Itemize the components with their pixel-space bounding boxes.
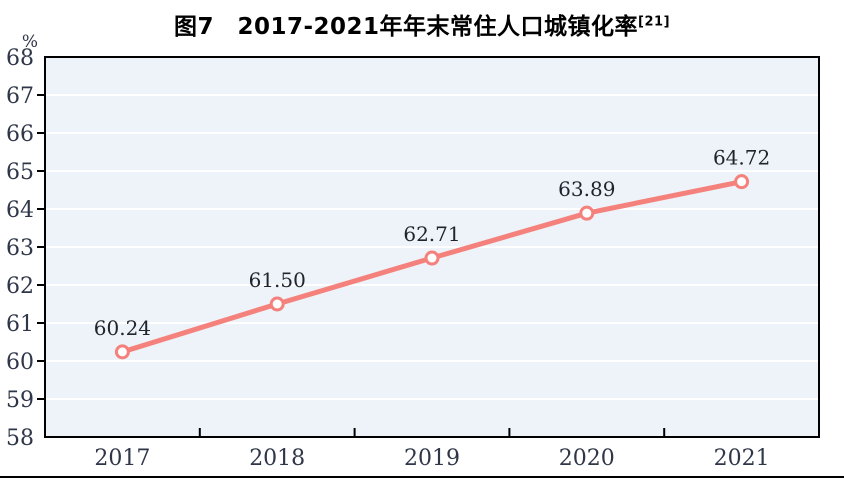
- data-point-marker: [424, 250, 440, 266]
- x-axis-label: 2018: [249, 446, 305, 471]
- data-point-marker: [269, 296, 285, 312]
- bottom-divider: [0, 476, 844, 478]
- data-point-label: 60.24: [94, 316, 151, 340]
- data-series: [114, 174, 750, 360]
- data-point-label: 63.89: [558, 177, 615, 201]
- y-axis-label: 62: [6, 274, 34, 299]
- y-axis-label: 59: [6, 388, 34, 413]
- y-axis-label: 66: [6, 122, 34, 147]
- chart-title-text: 图7 2017-2021年年末常住人口城镇化率: [173, 14, 639, 40]
- x-axis-label: 2019: [404, 446, 460, 471]
- chart-title-superscript: [21]: [638, 14, 671, 30]
- data-point-label: 64.72: [713, 146, 770, 170]
- chart-title: 图7 2017-2021年年末常住人口城镇化率[21]: [0, 7, 844, 41]
- x-axis-label: 2021: [714, 446, 770, 471]
- x-axis-label: 2020: [559, 446, 615, 471]
- y-axis-label: 60: [6, 350, 34, 375]
- x-axis-label: 2017: [94, 446, 150, 471]
- y-axis-unit-label: %: [22, 32, 38, 52]
- axis-ticks: [37, 94, 666, 437]
- y-axis-label: 68: [6, 46, 34, 71]
- y-axis-label: 67: [6, 84, 34, 109]
- data-point-labels: 60.24 61.50 62.71 63.89 64.72: [94, 146, 770, 340]
- y-axis-label: 58: [6, 426, 34, 451]
- gridlines: [46, 94, 818, 400]
- y-axis-label: 65: [6, 160, 34, 185]
- y-axis-label: 63: [6, 236, 34, 261]
- y-axis-label: 61: [6, 312, 34, 337]
- data-point-label: 61.50: [249, 268, 306, 292]
- data-point-label: 62.71: [403, 222, 460, 246]
- data-point-marker: [114, 344, 130, 360]
- axis-tick-labels: 58 59 60 61 62 63 64 65 66 67 68% 2017 2018 2019 2020 2…: [6, 32, 770, 471]
- y-axis-label: 64: [6, 198, 34, 223]
- data-point-marker: [734, 174, 750, 190]
- data-point-marker: [579, 205, 595, 221]
